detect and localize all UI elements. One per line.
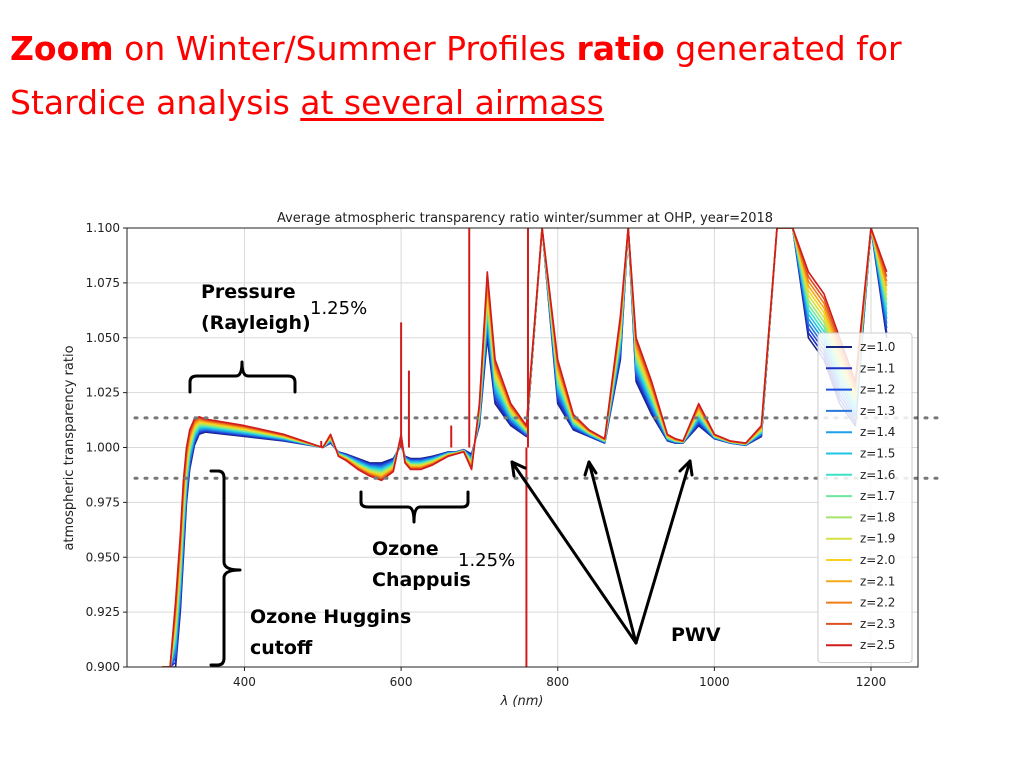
pressure-brace: [188, 360, 297, 394]
x-axis-label: λ (nm): [500, 694, 544, 709]
slide-title: Zoom on Winter/Summer Profiles ratio gen…: [10, 22, 1010, 130]
huggins-brace: [209, 469, 242, 667]
legend-entry: z=1.9: [860, 532, 895, 546]
ozone-chappuis-annotation: Ozone Chappuis: [372, 534, 471, 596]
y-tick-label: 0.950: [86, 550, 120, 564]
y-axis-label: atmospheric transparency ratio: [62, 345, 77, 550]
pwv-arrow-3: [634, 459, 692, 645]
pwv-arrow-1: [510, 460, 638, 645]
huggins-line2: cutoff: [250, 637, 313, 659]
chappuis-brace: [359, 490, 470, 524]
y-tick-label: 1.025: [86, 386, 120, 400]
legend-entry: z=1.3: [860, 404, 895, 418]
legend-entry: z=2.2: [860, 596, 895, 610]
reference-lines: [133, 416, 942, 480]
pressure-line2: (Rayleigh): [201, 312, 311, 334]
pressure-annotation: Pressure (Rayleigh): [201, 277, 311, 339]
title-ratio: ratio: [576, 29, 665, 68]
axis-ticks: 400 600 800 1000 1200 0.900 0.925 0.950 0.975 1.0…: [86, 221, 887, 689]
title-text-1: on Winter/Summer Profiles: [113, 29, 577, 68]
annotation-shapes: [188, 360, 694, 667]
pwv-arrow-2-head: [583, 460, 598, 477]
y-tick-label: 1.075: [86, 276, 120, 290]
ozone-huggins-annotation: Ozone Huggins cutoff: [250, 602, 411, 664]
legend-box: [817, 332, 913, 663]
x-tick-label: 1000: [699, 675, 730, 689]
series-group: [162, 228, 888, 667]
pwv-arrow-2: [587, 460, 638, 645]
x-tick-label: 1200: [856, 675, 887, 689]
title-zoom: Zoom: [10, 29, 114, 68]
y-tick-label: 0.900: [86, 660, 120, 674]
legend-entry: z=1.2: [860, 383, 895, 397]
y-tick-label: 1.000: [86, 441, 120, 455]
x-tick-label: 400: [233, 675, 256, 689]
legend-entry: z=1.0: [860, 340, 895, 354]
pwv-arrow-1-head: [510, 460, 527, 478]
pwv-label: PWV: [671, 624, 721, 646]
legend-entry: z=1.1: [860, 361, 895, 375]
chart-title: Average atmospheric transparency ratio w…: [277, 211, 773, 226]
x-tick-label: 800: [546, 675, 569, 689]
percent-label-top: 1.25%: [310, 298, 368, 319]
series-line: [162, 228, 888, 667]
chart-curves: [162, 228, 888, 667]
y-tick-label: 0.925: [86, 605, 120, 619]
pressure-line1: Pressure: [201, 281, 296, 303]
chappuis-line2: Chappuis: [372, 569, 471, 591]
legend-entry: z=2.0: [860, 553, 895, 567]
y-tick-label: 1.100: [86, 221, 120, 235]
title-text-2: generated for: [664, 29, 902, 68]
pwv-arrow-3-head: [678, 459, 694, 477]
legend-entry: z=2.3: [860, 617, 895, 631]
chappuis-line1: Ozone: [372, 538, 439, 560]
y-tick-label: 1.050: [86, 331, 120, 345]
pwv-annotation: PWV: [671, 620, 721, 651]
legend-entry: z=1.6: [860, 468, 895, 482]
legend-entry: z=2.5: [860, 638, 895, 652]
legend-entry: z=1.8: [860, 510, 895, 524]
title-text-3: Stardice analysis: [10, 83, 301, 122]
x-tick-label: 600: [390, 675, 413, 689]
chart-legend: z=1.0 z=1.1 z=1.2 z=1.3 z=1.4 z=1.5 z=1.6 z=1.7…: [817, 332, 913, 663]
title-airmass: at several airmass: [300, 83, 604, 122]
huggins-line1: Ozone Huggins: [250, 606, 412, 628]
legend-entry: z=1.7: [860, 489, 895, 503]
percent-label-mid: 1.25%: [458, 550, 516, 571]
y-tick-label: 0.975: [86, 495, 120, 509]
legend-entry: z=1.4: [860, 425, 895, 439]
legend-entry: z=2.1: [860, 574, 895, 588]
legend-entry: z=1.5: [860, 447, 895, 461]
